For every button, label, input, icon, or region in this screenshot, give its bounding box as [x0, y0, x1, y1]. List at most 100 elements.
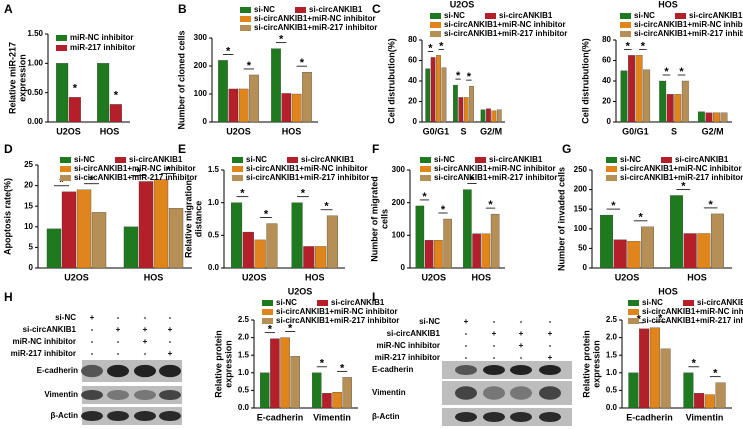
y-tick-label: 0 [203, 117, 208, 126]
y-tick-label: 100 [574, 224, 588, 233]
condition-sign: - [117, 349, 120, 358]
y-tick-label: 100 [194, 89, 208, 98]
legend-swatch [262, 309, 273, 315]
y-tick-label: 0.0 [238, 403, 250, 412]
bar [231, 202, 243, 269]
legend-swatch [295, 7, 306, 13]
legend-label: si-circANKIB1+miR-NC inhibitor [276, 307, 398, 316]
legend-swatch [620, 31, 631, 37]
y-axis-label: Relative protein [581, 330, 591, 398]
bar [291, 202, 303, 269]
y-tick-label: 2.5 [238, 315, 250, 324]
bar [600, 214, 614, 269]
legend-label: si-circANKIB1+miR-NC inhibitor [642, 307, 743, 316]
legend-swatch [420, 157, 431, 163]
legend-label: si-circANKIB1 [689, 11, 743, 20]
significance-mark: * [422, 191, 427, 203]
y-tick-label: 15 [24, 201, 33, 210]
legend-swatch [628, 318, 639, 324]
blot-band [134, 389, 156, 401]
bar [469, 85, 474, 123]
legend-label: si-circANKIB1+miR-217 inhibitor [620, 173, 743, 182]
blot-band [455, 364, 477, 376]
condition-sign: - [169, 337, 172, 346]
legend-swatch [56, 45, 67, 51]
chart-title: U2OS [288, 286, 313, 296]
blot-band [159, 364, 181, 378]
x-tick-label: S [671, 126, 677, 136]
bar [249, 74, 259, 123]
significance-mark: * [681, 180, 686, 192]
significance-mark: * [73, 82, 78, 94]
bar [641, 226, 654, 269]
y-tick-label: 80 [602, 35, 611, 44]
legend-label: si-circANKIB1+miR-NC inhibitor [444, 20, 566, 29]
legend-label: si-circANKIB1 [129, 155, 183, 164]
condition-sign: - [465, 353, 468, 362]
significance-mark: * [713, 368, 718, 380]
significance-mark: * [301, 188, 306, 200]
legend-swatch [485, 13, 496, 19]
significance-mark: * [288, 323, 293, 335]
significance-mark: * [709, 199, 714, 211]
condition-sign: - [493, 341, 496, 350]
y-axis-label: Number of cloned cells [176, 30, 186, 129]
y-tick-label: 20 [408, 97, 417, 106]
y-axis-label: Apoptosis rate(%) [2, 178, 12, 255]
condition-sign: - [493, 353, 496, 362]
significance-mark: * [300, 57, 305, 69]
bar [666, 94, 674, 123]
blot-strip [442, 408, 572, 426]
condition-sign: - [144, 313, 147, 322]
bar [660, 348, 671, 409]
blot-band [107, 364, 129, 378]
legend-swatch [115, 157, 126, 163]
bar [56, 63, 69, 123]
y-axis-label: Cell distrubution(%) [580, 38, 590, 124]
bar [458, 97, 464, 123]
x-tick-label: G0/G1 [423, 126, 450, 136]
x-tick-label: HOS [305, 272, 325, 282]
legend-swatch [262, 318, 273, 324]
bar [720, 112, 728, 123]
x-tick-label: HOS [687, 272, 707, 282]
blot-band [539, 364, 561, 376]
legend-label: si-NC [444, 11, 465, 20]
legend-label: si-NC [254, 5, 275, 14]
blot-band [539, 386, 561, 400]
x-tick-label: E-cadherin [257, 412, 304, 422]
legend-swatch [620, 22, 631, 28]
bar [434, 240, 443, 269]
legend-swatch [475, 157, 486, 163]
bar [238, 88, 249, 123]
y-axis-label: expression [223, 340, 233, 388]
y-tick-label: 200 [392, 198, 406, 207]
blot-band [510, 411, 532, 423]
significance-mark: * [324, 201, 329, 213]
bar [266, 223, 278, 269]
band-label: β-Actin [50, 411, 78, 420]
significance-mark: * [441, 204, 446, 216]
band-label: Vimentin [372, 388, 406, 397]
significance-mark: * [226, 45, 231, 57]
legend-label: si-circANKIB1+miR-217 inhibitor [276, 316, 399, 325]
blot-band [510, 386, 532, 400]
significance-mark: * [626, 40, 631, 52]
legend-swatch [56, 35, 67, 41]
bar [270, 338, 280, 409]
legend-swatch [430, 13, 441, 19]
legend-swatch [628, 300, 639, 306]
panel-letter: G [562, 142, 571, 156]
bar [639, 328, 650, 409]
y-tick-label: 0.5 [238, 386, 250, 395]
legend-swatch [675, 13, 686, 19]
significance-mark: * [467, 71, 472, 83]
condition-label: si-circANKIB1 [387, 329, 441, 338]
legend-swatch [606, 175, 617, 181]
bar [332, 392, 342, 409]
legend-label: si-NC [620, 155, 641, 164]
significance-mark: * [611, 200, 616, 212]
significance-mark: * [658, 313, 663, 325]
y-tick-label: 1.5 [606, 350, 618, 359]
significance-mark: * [641, 40, 646, 52]
